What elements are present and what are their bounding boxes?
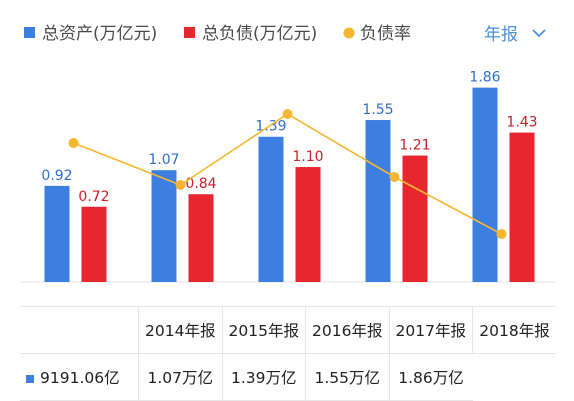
point-debt-ratio [68,138,79,148]
table-row: 9191.06亿 1.07万亿 1.39万亿 1.55万亿 1.86万亿 [20,353,556,401]
table-cell: 1.55万亿 [305,353,389,401]
legend-label-total-assets: 总资产(万亿元) [42,24,157,44]
line-debt-ratio [73,113,502,235]
legend-swatch-total-liabilities [184,27,195,38]
chart-area: 总资产(万亿元) 总负债(万亿元) 负债率 年报 0.92 0.72 1.07 0.8… [20,24,556,283]
table-header-cell: 2015年报 [221,307,306,354]
table-row-label: 9191.06亿 [20,353,139,401]
period-label[interactable]: 年报 [484,25,518,45]
table-cell: 1.07万亿 [138,353,222,401]
bar-total-liabilities [295,167,321,282]
bar-total-liabilities [188,194,214,282]
bar-total-liabilities [402,155,428,282]
chevron-down-icon[interactable] [532,29,546,38]
data-label-total-liabilities: 0.84 [185,176,216,192]
point-debt-ratio [175,180,186,190]
table-header-cell: 2016年报 [305,307,389,354]
bar-total-assets [151,170,177,282]
bar-total-assets [258,136,284,282]
legend-swatch-debt-ratio [343,27,355,39]
legend-label-debt-ratio: 负债率 [360,24,411,44]
point-debt-ratio [389,172,400,182]
data-label-total-liabilities: 0.72 [78,189,109,205]
table-header-cell: 2017年报 [388,307,473,354]
table-cell: 1.39万亿 [221,353,306,401]
data-label-total-assets: 0.92 [41,168,72,184]
data-table: 2014年报 2015年报 2016年报 2017年报 2018年报 9191.… [20,306,556,401]
point-debt-ratio [496,229,507,239]
row-marker-icon [26,374,34,383]
bar-total-assets [44,185,70,282]
data-label-total-liabilities: 1.10 [292,149,323,165]
bar-total-assets [472,87,498,282]
bar-total-liabilities [81,206,107,282]
table-cell: 1.86万亿 [388,353,473,401]
data-label-total-liabilities: 1.43 [506,115,537,131]
table-header-cell: 2014年报 [138,307,222,354]
table-header-row: 2014年报 2015年报 2016年报 2017年报 2018年报 [20,307,556,354]
table-header-cell: 2018年报 [472,307,556,354]
bar-total-liabilities [509,132,535,282]
data-label-total-assets: 1.86 [469,70,500,86]
legend: 总资产(万亿元) 总负债(万亿元) 负债率 [24,24,411,44]
legend-label-total-liabilities: 总负债(万亿元) [202,24,317,44]
legend-swatch-total-assets [24,27,35,38]
point-debt-ratio [282,109,293,119]
bar-total-assets [365,120,391,283]
data-label-total-assets: 1.55 [362,102,393,118]
data-label-total-liabilities: 1.21 [399,138,430,154]
period-dropdown[interactable]: 年报 [484,25,546,45]
data-label-total-assets: 1.07 [148,152,179,168]
table-cell: 9191.06亿 [40,369,120,387]
table-header-cell [20,307,139,354]
